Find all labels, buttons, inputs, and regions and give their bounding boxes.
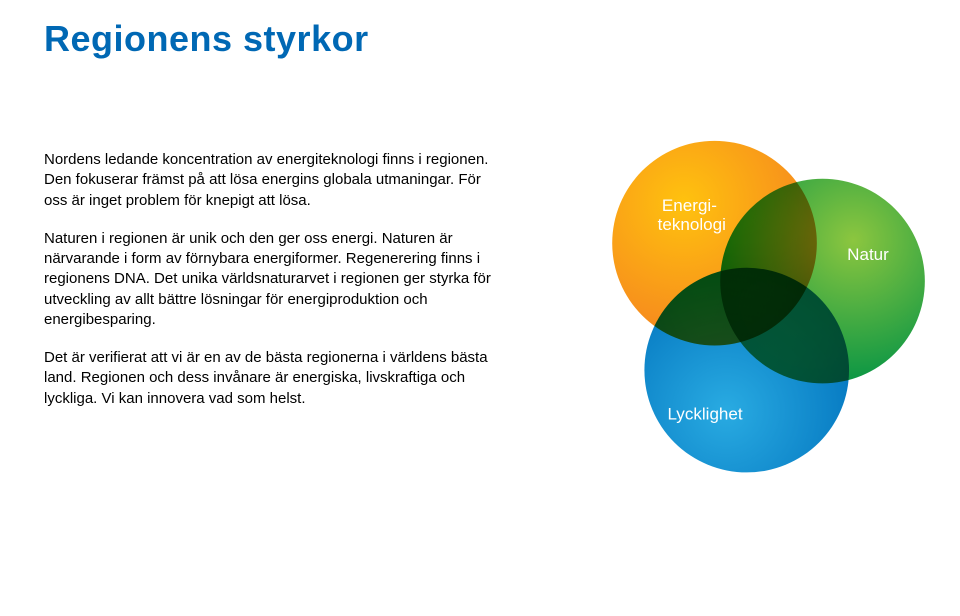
paragraph-1: Nordens ledande koncentration av energit… <box>44 150 504 211</box>
venn-label-nature: Natur <box>847 245 889 264</box>
venn-circle-happiness <box>644 268 849 473</box>
venn-svg: Energi- teknologi Natur Lycklighet <box>590 120 930 480</box>
paragraph-3: Det är verifierat att vi är en av de bäs… <box>44 348 504 409</box>
venn-label-energy: Energi- teknologi <box>658 196 726 234</box>
venn-label-energy-l2: teknologi <box>658 215 726 234</box>
body-text: Nordens ledande koncentration av energit… <box>44 150 504 427</box>
page-title: Regionens styrkor <box>44 18 369 60</box>
venn-label-energy-l1: Energi- <box>662 196 717 215</box>
venn-label-happiness: Lycklighet <box>667 404 742 423</box>
venn-diagram: Energi- teknologi Natur Lycklighet <box>590 120 930 480</box>
paragraph-2: Naturen i regionen är unik och den ger o… <box>44 229 504 330</box>
